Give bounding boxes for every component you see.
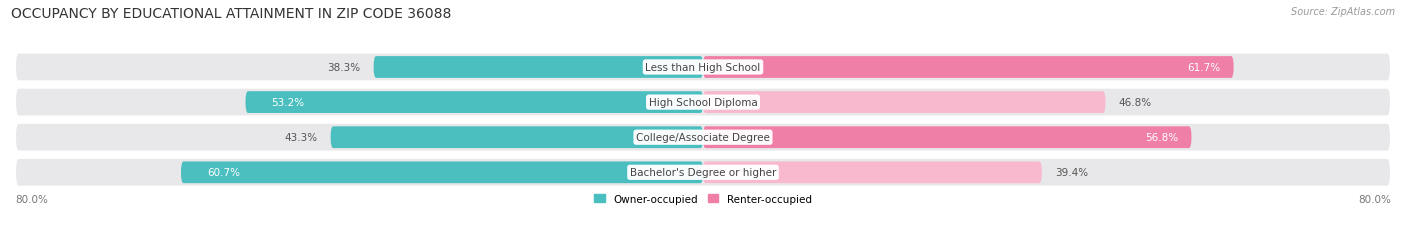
- Legend: Owner-occupied, Renter-occupied: Owner-occupied, Renter-occupied: [591, 190, 815, 208]
- FancyBboxPatch shape: [15, 88, 1391, 117]
- FancyBboxPatch shape: [703, 127, 1191, 149]
- FancyBboxPatch shape: [15, 53, 1391, 82]
- Text: 61.7%: 61.7%: [1188, 63, 1220, 73]
- Text: College/Associate Degree: College/Associate Degree: [636, 133, 770, 143]
- Text: 56.8%: 56.8%: [1146, 133, 1178, 143]
- Text: 80.0%: 80.0%: [1358, 194, 1391, 204]
- Text: 38.3%: 38.3%: [328, 63, 361, 73]
- Text: 39.4%: 39.4%: [1054, 167, 1088, 178]
- FancyBboxPatch shape: [15, 158, 1391, 187]
- Text: 46.8%: 46.8%: [1118, 98, 1152, 108]
- FancyBboxPatch shape: [15, 123, 1391, 152]
- FancyBboxPatch shape: [703, 57, 1233, 79]
- FancyBboxPatch shape: [374, 57, 703, 79]
- Text: 53.2%: 53.2%: [271, 98, 305, 108]
- FancyBboxPatch shape: [703, 162, 1042, 183]
- Text: OCCUPANCY BY EDUCATIONAL ATTAINMENT IN ZIP CODE 36088: OCCUPANCY BY EDUCATIONAL ATTAINMENT IN Z…: [11, 7, 451, 21]
- FancyBboxPatch shape: [330, 127, 703, 149]
- Text: 60.7%: 60.7%: [207, 167, 240, 178]
- Text: High School Diploma: High School Diploma: [648, 98, 758, 108]
- FancyBboxPatch shape: [246, 92, 703, 113]
- Text: Source: ZipAtlas.com: Source: ZipAtlas.com: [1291, 7, 1395, 17]
- FancyBboxPatch shape: [703, 92, 1105, 113]
- Text: Bachelor's Degree or higher: Bachelor's Degree or higher: [630, 167, 776, 178]
- Text: 43.3%: 43.3%: [284, 133, 318, 143]
- Text: Less than High School: Less than High School: [645, 63, 761, 73]
- Text: 80.0%: 80.0%: [15, 194, 48, 204]
- FancyBboxPatch shape: [181, 162, 703, 183]
